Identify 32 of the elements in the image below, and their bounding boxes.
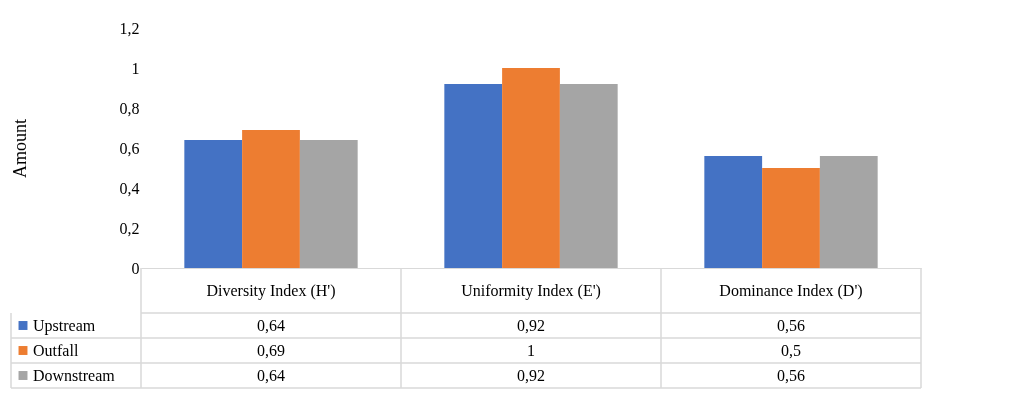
data-label: 0,69 [257,341,285,359]
data-label: 1 [527,341,535,359]
bar [299,140,358,268]
bar [502,68,560,268]
data-label: 0,64 [257,316,285,334]
y-tick-label: 0,2 [119,219,140,237]
y-tick-label: 0 [131,259,140,277]
x-tick-label: Uniformity Index (E') [461,281,601,300]
bar [184,140,243,268]
data-label: 0,56 [777,366,805,384]
x-tick-label: Dominance Index (D') [719,281,863,300]
y-tick-label: 1 [131,59,140,77]
legend-label: Outfall [33,341,79,359]
y-tick-label: 0,8 [119,99,140,117]
data-label: 0,5 [781,341,801,359]
bar [704,156,763,268]
y-tick-label: 0,4 [119,179,140,197]
legend-label: Upstream [33,316,96,335]
bar [242,130,300,268]
y-axis-title: Amount [9,118,30,179]
data-label: 0,92 [517,366,545,384]
y-tick-label: 0,6 [119,139,140,157]
data-label: 0,56 [777,316,805,334]
data-label: 0,92 [517,316,545,334]
bar [444,84,503,268]
data-label: 0,64 [257,366,285,384]
bar [762,168,820,268]
bar [559,84,618,268]
bar [819,156,878,268]
x-tick-label: Diversity Index (H') [206,281,336,300]
legend-label: Downstream [33,366,116,384]
y-tick-label: 1,2 [119,19,140,37]
